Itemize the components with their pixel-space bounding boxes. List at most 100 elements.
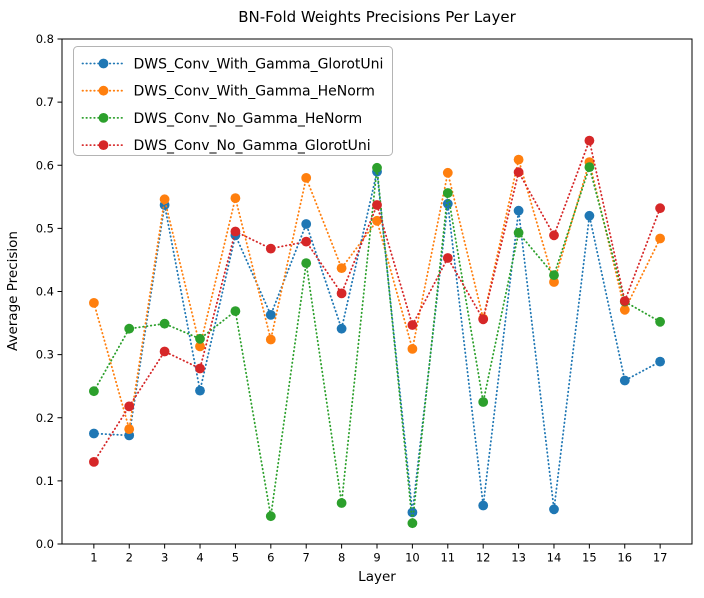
data-point (265, 310, 276, 320)
legend-label: DWS_Conv_No_Gamma_HeNorm (134, 111, 363, 127)
data-series (89, 135, 665, 529)
data-point (513, 167, 524, 178)
data-point (372, 162, 382, 173)
data-point (336, 323, 347, 334)
data-point (230, 306, 241, 316)
data-point (619, 304, 630, 315)
legend-marker-icon (98, 113, 109, 123)
series-line (93, 163, 661, 524)
data-point (478, 397, 489, 407)
x-tick-label: 4 (196, 551, 203, 565)
data-point (584, 135, 595, 146)
data-point (124, 323, 135, 334)
x-tick-label: 2 (126, 551, 133, 565)
data-point (407, 320, 418, 330)
data-point (195, 363, 205, 374)
axes-frame (61, 38, 693, 545)
y-tick-label: 0.8 (36, 32, 54, 46)
y-tick-label: 0.6 (36, 158, 54, 172)
y-tick-label: 0.5 (36, 221, 54, 235)
y-tick-label: 0.0 (36, 537, 54, 551)
chart-title: BN-Fold Weights Precisions Per Layer (238, 8, 516, 26)
series-DWS_Conv_No_Gamma_GlorotUni (89, 135, 665, 467)
x-tick-label: 1 (90, 551, 97, 565)
data-point (442, 167, 453, 178)
data-point (655, 316, 665, 327)
data-point (442, 188, 453, 198)
data-point (655, 233, 665, 244)
data-point (195, 333, 205, 344)
data-point (513, 205, 524, 216)
x-tick-label: 5 (232, 551, 239, 565)
y-tick-label: 0.4 (36, 285, 54, 299)
data-point (407, 507, 418, 518)
data-point (619, 375, 630, 386)
data-point (159, 318, 170, 329)
y-axis-label: Average Precision (5, 231, 21, 351)
data-point (159, 346, 170, 357)
legend-marker-icon (98, 140, 109, 151)
legend-label: DWS_Conv_With_Gamma_HeNorm (134, 84, 375, 100)
x-tick-label: 11 (440, 551, 455, 565)
data-point (372, 200, 382, 210)
data-point (407, 518, 418, 529)
x-tick-label: 13 (511, 551, 526, 565)
x-tick-label: 8 (338, 551, 345, 565)
data-point (549, 504, 559, 515)
data-point (230, 193, 241, 204)
data-point (301, 219, 312, 229)
y-tick-label: 0.1 (36, 474, 54, 488)
x-tick-label: 17 (653, 551, 668, 565)
y-tick-label: 0.2 (36, 411, 54, 425)
data-point (265, 511, 276, 522)
data-point (442, 198, 453, 209)
data-point (478, 500, 489, 511)
data-point (513, 154, 524, 165)
x-tick-label: 15 (582, 551, 597, 565)
data-point (89, 386, 99, 397)
data-point (407, 344, 418, 354)
legend-item-DWS_Conv_No_Gamma_GlorotUni: DWS_Conv_No_Gamma_GlorotUni (81, 138, 371, 154)
legend-item-DWS_Conv_With_Gamma_GlorotUni: DWS_Conv_With_Gamma_GlorotUni (81, 57, 384, 73)
data-point (124, 401, 135, 412)
series-DWS_Conv_No_Gamma_HeNorm (89, 162, 665, 529)
x-axis-label: Layer (358, 569, 396, 585)
data-point (159, 194, 170, 205)
legend-marker-icon (98, 85, 109, 96)
x-tick-label: 14 (547, 551, 562, 565)
y-tick-label: 0.7 (36, 95, 54, 109)
data-point (195, 341, 205, 352)
data-point (336, 263, 347, 273)
x-tick-label: 12 (476, 551, 491, 565)
data-point (619, 296, 630, 306)
legend: DWS_Conv_With_Gamma_GlorotUni DWS_Conv_Wi… (73, 46, 393, 156)
data-point (336, 498, 347, 508)
data-point (372, 215, 382, 226)
x-tick-label: 10 (405, 551, 420, 565)
data-point (549, 277, 559, 287)
axis-ticks: 1 2 3 4 5 6 7 8 9 10 11 12 13 14 15 16 170.00.10.20.30.4… (36, 32, 668, 565)
data-point (442, 253, 453, 263)
data-point (301, 173, 312, 183)
data-point (301, 236, 312, 247)
legend-label: DWS_Conv_No_Gamma_GlorotUni (134, 138, 371, 154)
x-tick-label: 6 (267, 551, 274, 565)
data-point (336, 288, 347, 299)
legend-marker-icon (98, 58, 109, 69)
legend-item-DWS_Conv_With_Gamma_HeNorm: DWS_Conv_With_Gamma_HeNorm (81, 84, 375, 100)
legend-label: DWS_Conv_With_Gamma_GlorotUni (134, 57, 384, 73)
x-tick-label: 3 (161, 551, 168, 565)
legend-item-DWS_Conv_No_Gamma_HeNorm: DWS_Conv_No_Gamma_HeNorm (81, 111, 363, 127)
data-point (513, 227, 524, 238)
data-point (655, 356, 665, 367)
data-point (549, 230, 559, 241)
data-point (230, 226, 241, 237)
data-point (89, 457, 99, 467)
x-tick-label: 16 (617, 551, 632, 565)
data-point (265, 334, 276, 345)
data-point (584, 162, 595, 173)
x-tick-label: 7 (303, 551, 310, 565)
data-point (584, 210, 595, 221)
